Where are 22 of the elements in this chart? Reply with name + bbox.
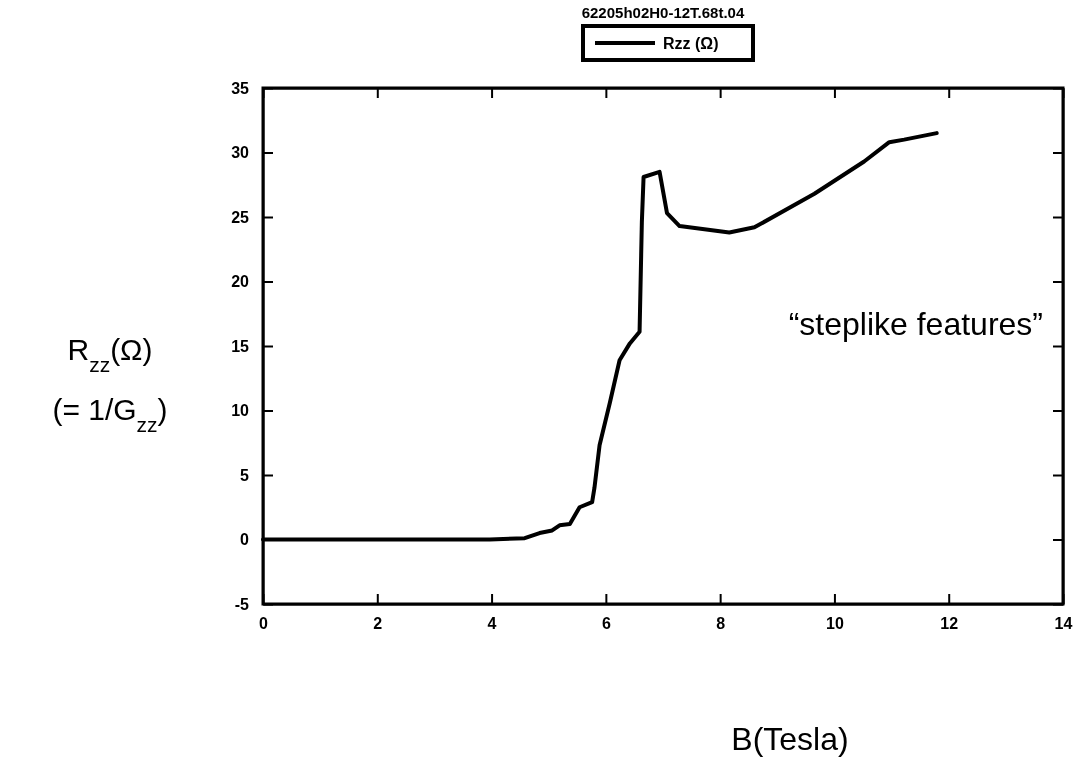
- y-tick-label: 20: [231, 273, 250, 291]
- x-tick-label: 12: [940, 615, 959, 633]
- x-tick-label: 8: [716, 615, 726, 633]
- x-tick-label: 10: [826, 615, 844, 633]
- y-tick-label: 5: [240, 466, 250, 484]
- x-tick-label: 14: [1054, 615, 1073, 633]
- x-tick-label: 4: [487, 615, 497, 633]
- x-tick-label: 2: [373, 615, 383, 633]
- y-axis-title: R$_{zz}$(Ω) (= 1/G$_{zz}$): [52, 333, 168, 436]
- chart-title: 62205h02H0-12T.68t.04: [581, 4, 745, 21]
- y-tick-label: 25: [231, 208, 250, 226]
- annotation: “steplike features”: [788, 306, 1043, 342]
- y-tick-label: -5: [234, 595, 250, 613]
- legend-label: Rzz (Ω): [663, 35, 719, 52]
- y-tick-label: 10: [231, 402, 250, 420]
- y-tick-label: 35: [231, 79, 250, 97]
- y-tick-label: 15: [231, 337, 250, 355]
- x-tick-label: 0: [259, 615, 269, 633]
- y-tick-label: 0: [240, 531, 250, 549]
- y-tick-label: 30: [231, 144, 250, 162]
- x-tick-label: 6: [601, 615, 611, 633]
- x-axis-title: B(Tesla): [731, 721, 849, 757]
